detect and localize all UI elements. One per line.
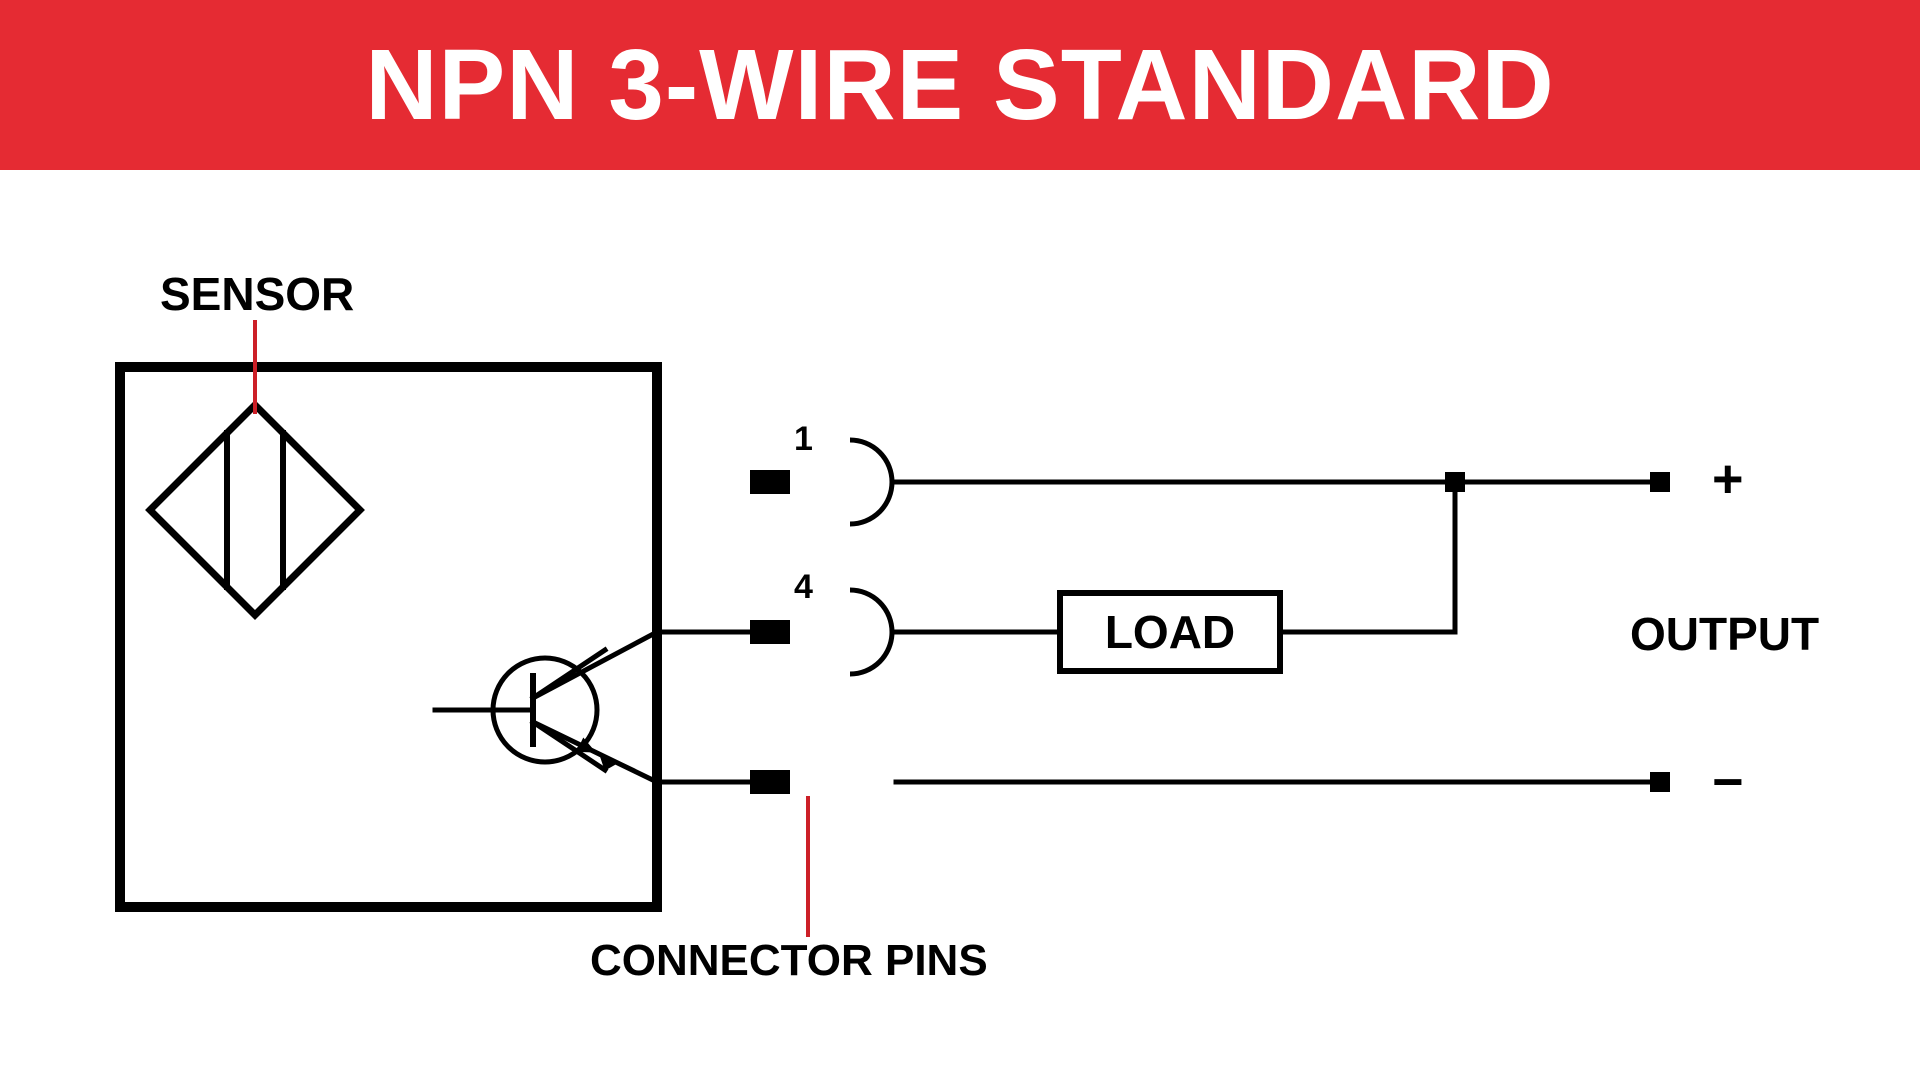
- svg-text:LOAD: LOAD: [1105, 606, 1235, 658]
- connector-socket: [850, 440, 892, 524]
- svg-text:4: 4: [794, 568, 813, 606]
- connector-plug: [750, 470, 790, 494]
- svg-text:OUTPUT: OUTPUT: [1630, 608, 1819, 660]
- svg-text:−: −: [1712, 752, 1744, 812]
- svg-text:CONNECTOR PINS: CONNECTOR PINS: [590, 936, 988, 985]
- connector-plug: [750, 770, 790, 794]
- svg-text:SENSOR: SENSOR: [160, 268, 354, 320]
- connector-plug: [750, 620, 790, 644]
- wiring-diagram-svg: 1 4 SENSOR CONNECTOR PINS LOAD OUTPUT + −: [0, 170, 1920, 1080]
- header-title: NPN 3-WIRE STANDARD: [365, 29, 1554, 141]
- svg-text:1: 1: [794, 420, 813, 458]
- proximity-sensor-icon: [150, 405, 360, 615]
- header-banner: NPN 3-WIRE STANDARD: [0, 0, 1920, 170]
- connector-socket: [850, 590, 892, 674]
- svg-text:+: +: [1712, 449, 1744, 509]
